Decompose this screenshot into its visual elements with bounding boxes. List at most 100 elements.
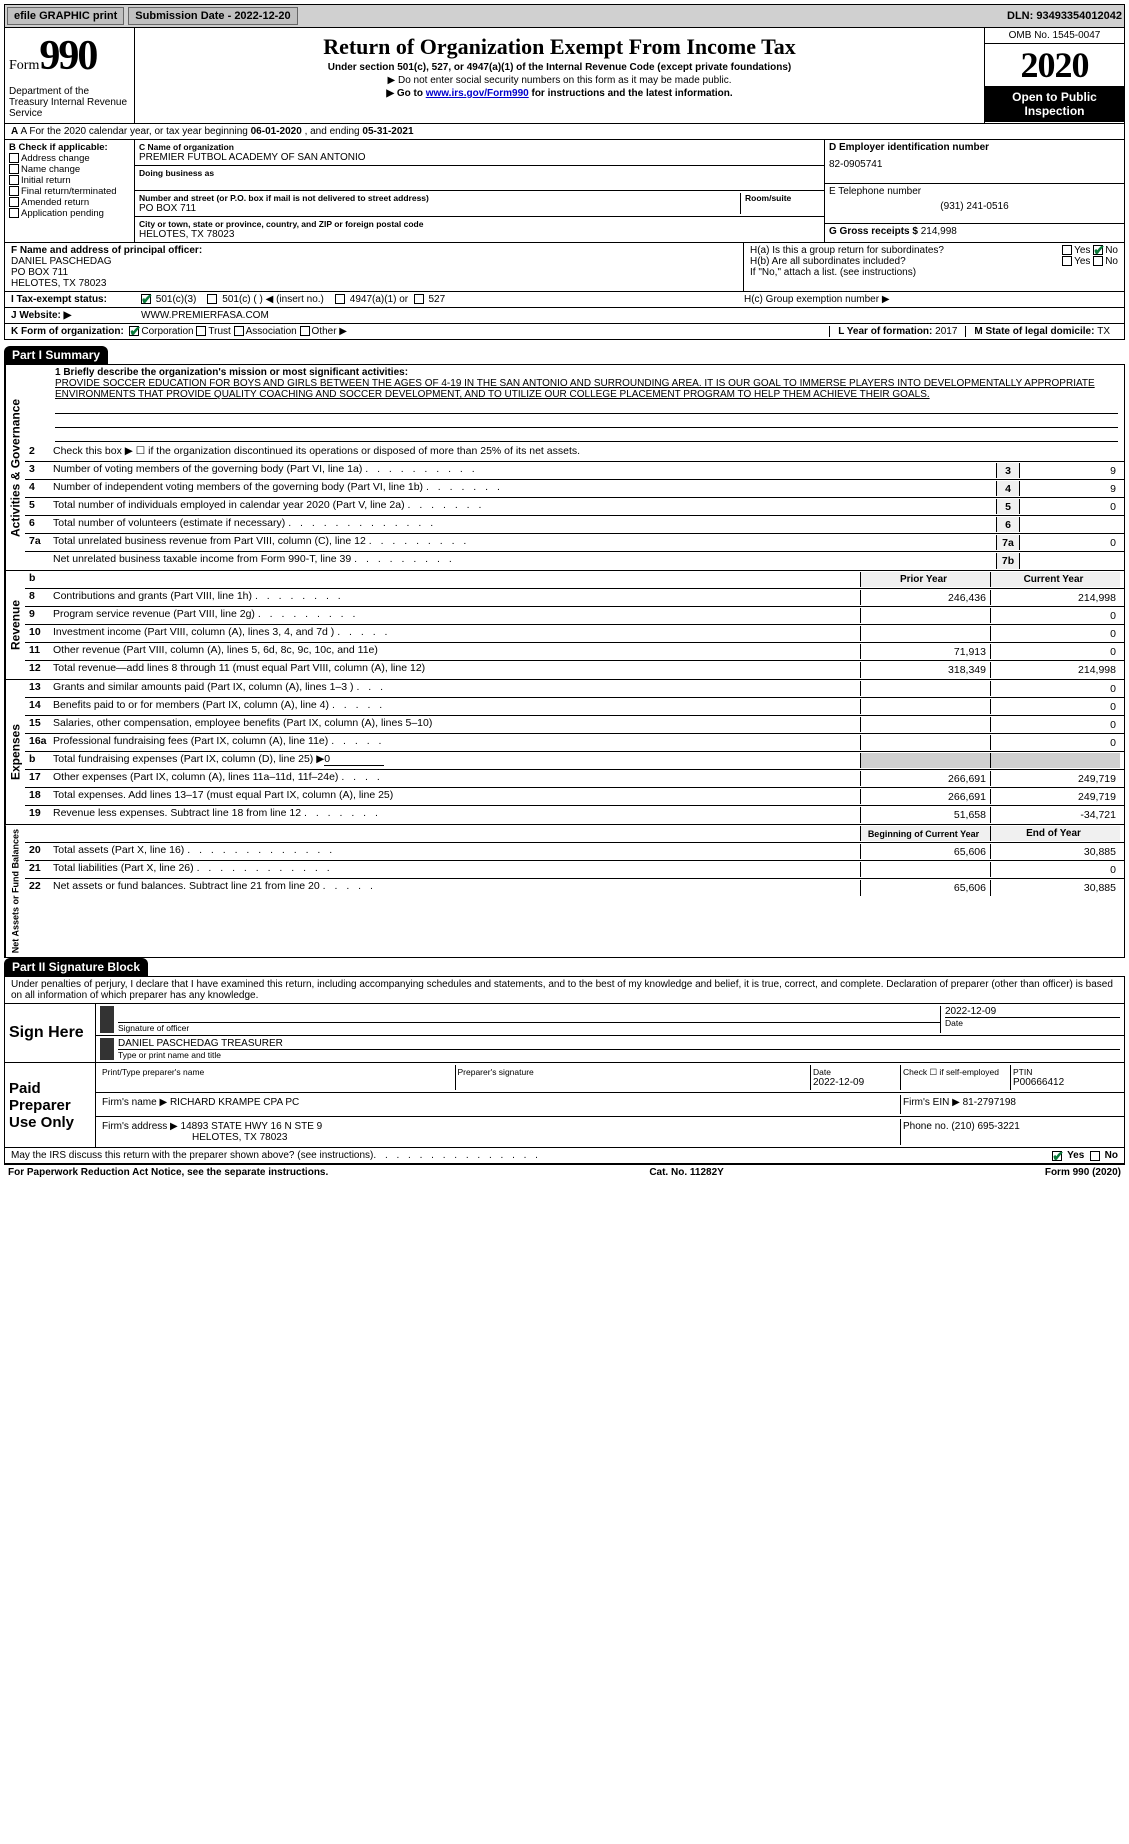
val-12-current: 214,998 xyxy=(990,662,1120,678)
checkbox-501c[interactable] xyxy=(207,294,217,304)
expenses-section: Expenses 13Grants and similar amounts pa… xyxy=(4,680,1125,825)
val-16a-prior xyxy=(860,735,990,750)
val-5: 0 xyxy=(1020,499,1120,514)
val-16a-current: 0 xyxy=(990,735,1120,750)
revenue-section: Revenue bPrior YearCurrent Year 8Contrib… xyxy=(4,571,1125,680)
row-j: J Website: ▶ WWW.PREMIERFASA.COM xyxy=(4,308,1125,324)
form-number: Form990 xyxy=(9,32,130,80)
omb-number: OMB No. 1545-0047 xyxy=(985,28,1124,44)
checkbox-other[interactable] xyxy=(300,326,310,336)
val-11-prior: 71,913 xyxy=(860,644,990,659)
activities-governance: Activities & Governance 1 Briefly descri… xyxy=(4,365,1125,571)
footer: For Paperwork Reduction Act Notice, see … xyxy=(4,1164,1125,1180)
section-b: B Check if applicable: Address change Na… xyxy=(5,140,135,242)
val-22-current: 30,885 xyxy=(990,880,1120,896)
val-17-current: 249,719 xyxy=(990,771,1120,786)
val-13-current: 0 xyxy=(990,681,1120,696)
form-header: Form990 Department of the Treasury Inter… xyxy=(4,28,1125,124)
val-9-prior xyxy=(860,608,990,623)
signature-block: Under penalties of perjury, I declare th… xyxy=(4,977,1125,1148)
efile-print-button[interactable]: efile GRAPHIC print xyxy=(7,7,124,25)
checkbox-application-pending[interactable] xyxy=(9,208,19,218)
firm-addr1: 14893 STATE HWY 16 N STE 9 xyxy=(181,1121,323,1132)
vert-label-ag: Activities & Governance xyxy=(5,365,25,570)
val-8-prior: 246,436 xyxy=(860,590,990,605)
submission-date-button[interactable]: Submission Date - 2022-12-20 xyxy=(128,7,297,25)
arrow-icon xyxy=(100,1038,114,1060)
irs-link[interactable]: www.irs.gov/Form990 xyxy=(426,88,529,99)
gross-receipts: 214,998 xyxy=(921,226,957,237)
topbar: efile GRAPHIC print Submission Date - 20… xyxy=(4,4,1125,28)
checkbox-association[interactable] xyxy=(234,326,244,336)
checkbox-final-return[interactable] xyxy=(9,186,19,196)
val-3: 9 xyxy=(1020,463,1120,478)
ein: 82-0905741 xyxy=(829,159,1120,170)
checkbox-discuss-no[interactable] xyxy=(1090,1151,1100,1161)
form-subtitle: Under section 501(c), 527, or 4947(a)(1)… xyxy=(143,62,976,73)
checkbox-4947[interactable] xyxy=(335,294,345,304)
period-row: A A For the 2020 calendar year, or tax y… xyxy=(4,124,1125,140)
penalty-statement: Under penalties of perjury, I declare th… xyxy=(5,977,1124,1004)
vert-label-expenses: Expenses xyxy=(5,680,25,824)
website: WWW.PREMIERFASA.COM xyxy=(141,310,269,321)
city-state-zip: HELOTES, TX 78023 xyxy=(139,229,820,240)
checkbox-hb-yes[interactable] xyxy=(1062,256,1072,266)
val-22-prior: 65,606 xyxy=(860,880,990,896)
vert-label-netassets: Net Assets or Fund Balances xyxy=(5,825,25,957)
firm-name: RICHARD KRAMPE CPA PC xyxy=(170,1097,299,1108)
checkbox-501c3[interactable] xyxy=(141,294,151,304)
val-12-prior: 318,349 xyxy=(860,662,990,678)
officer-name-title: DANIEL PASCHEDAG TREASURER xyxy=(118,1038,1120,1049)
section-c: C Name of organization PREMIER FUTBOL AC… xyxy=(135,140,824,242)
val-9-current: 0 xyxy=(990,608,1120,623)
arrow-icon xyxy=(100,1006,114,1033)
tax-year: 2020 xyxy=(985,44,1124,86)
checkbox-initial-return[interactable] xyxy=(9,175,19,185)
netassets-section: Net Assets or Fund Balances Beginning of… xyxy=(4,825,1125,958)
department-label: Department of the Treasury Internal Reve… xyxy=(9,86,130,119)
checkbox-amended[interactable] xyxy=(9,197,19,207)
goto-line: ▶ Go to www.irs.gov/Form990 for instruct… xyxy=(143,88,976,99)
checkbox-ha-yes[interactable] xyxy=(1062,245,1072,255)
val-21-current: 0 xyxy=(990,862,1120,877)
part-i-header: Part I Summary xyxy=(4,346,108,364)
checkbox-trust[interactable] xyxy=(196,326,206,336)
val-17-prior: 266,691 xyxy=(860,771,990,786)
checkbox-address-change[interactable] xyxy=(9,153,19,163)
dln-label: DLN: 93493354012042 xyxy=(1007,10,1122,22)
paid-preparer-label: Paid Preparer Use Only xyxy=(5,1063,95,1147)
period-begin: 06-01-2020 xyxy=(251,126,302,137)
checkbox-name-change[interactable] xyxy=(9,164,19,174)
telephone: (931) 241-0516 xyxy=(829,201,1120,212)
section-bcdefg: B Check if applicable: Address change Na… xyxy=(4,140,1125,243)
po-box: PO BOX 711 xyxy=(139,203,740,214)
firm-ein: 81-2797198 xyxy=(963,1097,1016,1108)
prep-date: 2022-12-09 xyxy=(813,1077,898,1088)
checkbox-discuss-yes[interactable] xyxy=(1052,1151,1062,1161)
checkbox-527[interactable] xyxy=(414,294,424,304)
state-domicile: TX xyxy=(1097,326,1110,337)
row-klm: K Form of organization: Corporation Trus… xyxy=(4,324,1125,340)
val-18-prior: 266,691 xyxy=(860,789,990,804)
no-ssn-note: ▶ Do not enter social security numbers o… xyxy=(143,75,976,86)
sign-here-label: Sign Here xyxy=(5,1004,95,1062)
val-7b xyxy=(1020,553,1120,569)
part-ii-header: Part II Signature Block xyxy=(4,958,148,976)
sig-date: 2022-12-09 xyxy=(945,1006,1120,1017)
mission-text: PROVIDE SOCCER EDUCATION FOR BOYS AND GI… xyxy=(55,378,1118,400)
checkbox-hb-no[interactable] xyxy=(1093,256,1103,266)
val-10-prior xyxy=(860,626,990,641)
checkbox-corporation[interactable] xyxy=(129,326,139,336)
checkbox-ha-no[interactable] xyxy=(1093,245,1103,255)
val-13-prior xyxy=(860,681,990,696)
val-19-current: -34,721 xyxy=(990,807,1120,823)
val-7a: 0 xyxy=(1020,535,1120,550)
val-15-prior xyxy=(860,717,990,732)
val-20-current: 30,885 xyxy=(990,844,1120,859)
section-fh: F Name and address of principal officer:… xyxy=(4,243,1125,292)
row-i: I Tax-exempt status: 501(c)(3) 501(c) ( … xyxy=(4,292,1125,308)
val-16b: 0 xyxy=(324,753,384,766)
val-10-current: 0 xyxy=(990,626,1120,641)
val-8-current: 214,998 xyxy=(990,590,1120,605)
val-14-prior xyxy=(860,699,990,714)
